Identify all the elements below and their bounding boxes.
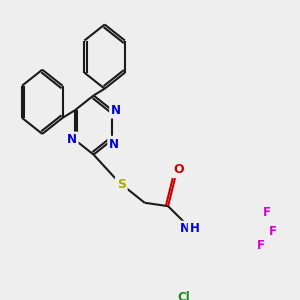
Text: S: S bbox=[117, 178, 126, 191]
Text: N: N bbox=[67, 133, 77, 146]
Text: N: N bbox=[109, 137, 119, 151]
Text: F: F bbox=[269, 225, 277, 238]
Text: F: F bbox=[257, 239, 265, 252]
Text: Cl: Cl bbox=[177, 291, 190, 300]
Text: F: F bbox=[263, 206, 271, 219]
Text: H: H bbox=[190, 223, 200, 236]
Text: N: N bbox=[111, 104, 121, 117]
Text: O: O bbox=[173, 163, 184, 176]
Text: N: N bbox=[180, 223, 190, 236]
